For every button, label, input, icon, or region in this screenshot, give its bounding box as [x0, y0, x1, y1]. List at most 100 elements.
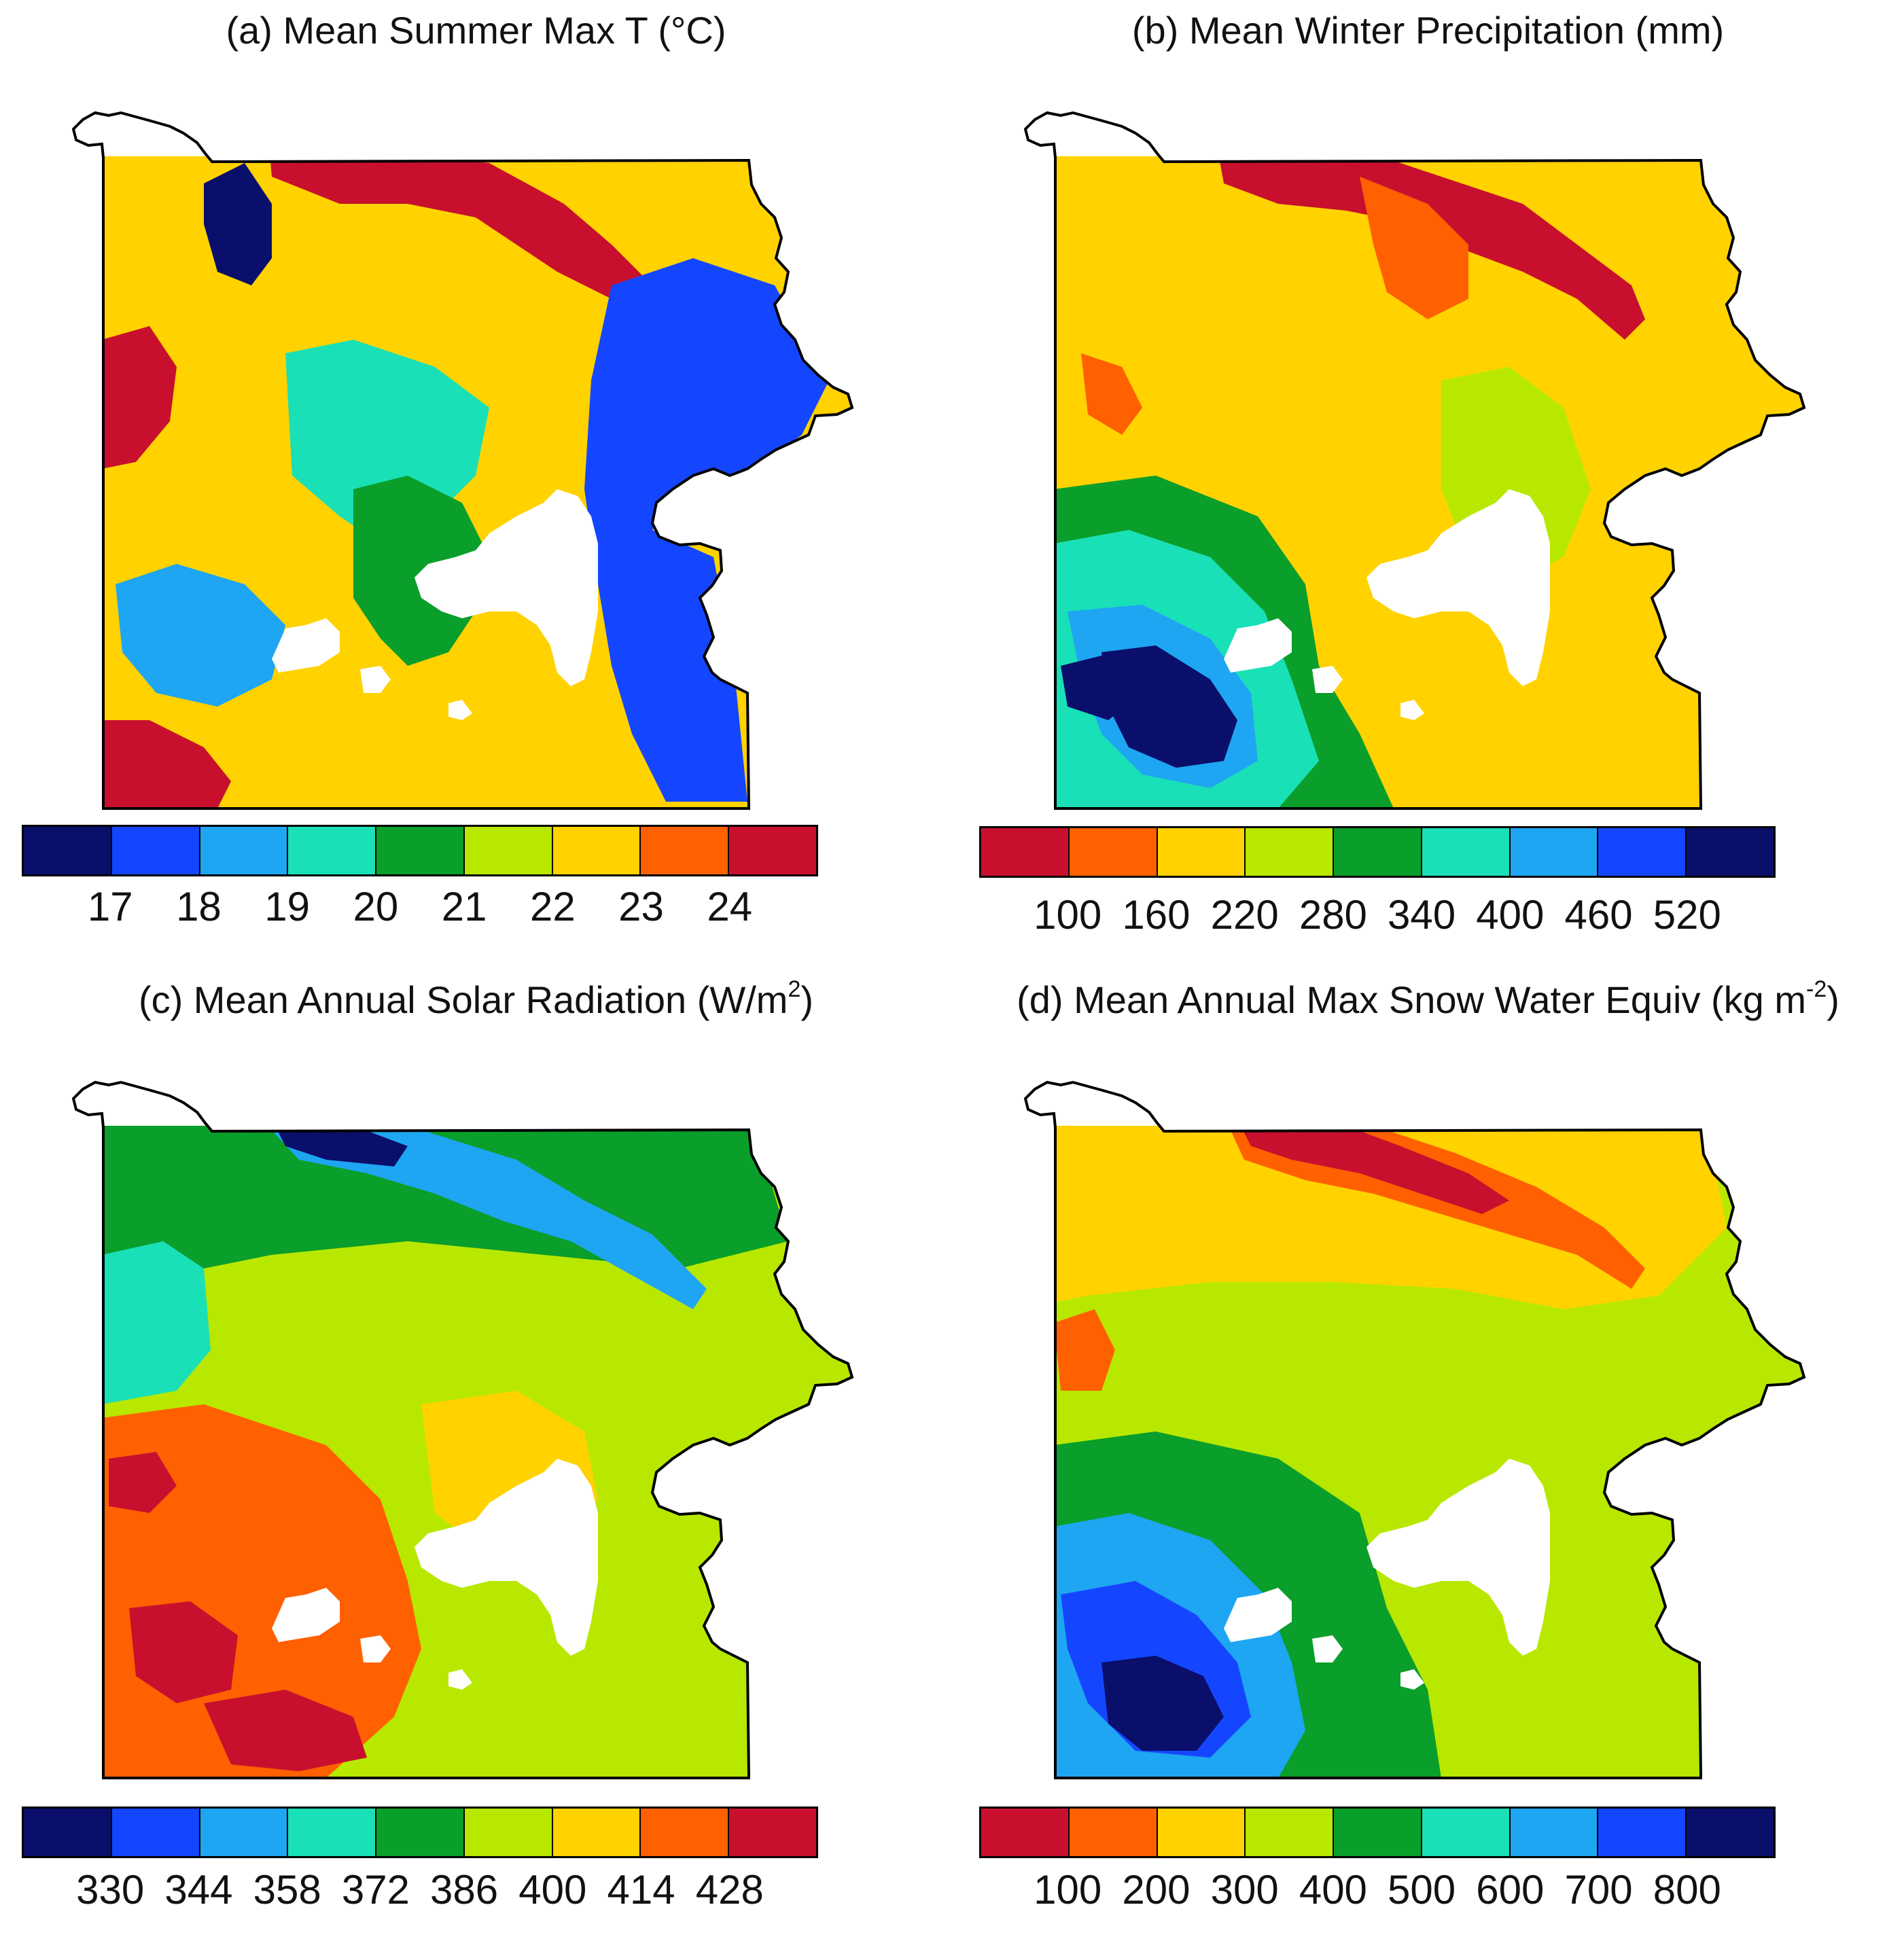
colorbar-tick-label: 21 — [441, 884, 487, 929]
panel-title: (b) Mean Winter Precipitation (mm) — [952, 7, 1904, 52]
colorbar-tick-label: 520 — [1653, 892, 1721, 938]
colorbar-tick-label: 17 — [87, 884, 133, 929]
region-valley-floor — [1237, 1119, 1509, 1214]
map-outline — [1023, 1080, 1806, 1779]
region-northern-valley — [268, 139, 686, 340]
panel-title-tail: ) — [1827, 978, 1839, 1021]
lake-mask — [1367, 1459, 1550, 1656]
lake-mask — [360, 666, 391, 693]
colorbar-ticks: 100 160 220 280 340 400 460 520 — [979, 891, 1776, 946]
colorbar-swatch — [200, 1809, 289, 1856]
panel-a: (a) Mean Summer Max T (°C) 17 18 19 20 21 22 2… — [0, 0, 952, 970]
region-western-basin — [1054, 1309, 1115, 1391]
colorbar-swatch — [1334, 828, 1422, 876]
colorbar-swatch — [200, 827, 289, 874]
colorbar-swatch — [552, 827, 641, 874]
colorbar-tick-label: 600 — [1476, 1867, 1545, 1913]
colorbar-tick-label: 400 — [518, 1867, 587, 1913]
region-southwest-hot-spots — [129, 1601, 238, 1703]
colorbar-swatch — [1687, 1809, 1774, 1856]
colorbar-tick-label: 400 — [1476, 892, 1545, 938]
colorbar-tick-label: 19 — [264, 884, 311, 929]
lake-mask — [1400, 1669, 1424, 1690]
colorbar-swatch — [1598, 828, 1687, 876]
colorbar-tick-label: 428 — [695, 1867, 764, 1913]
map-c — [71, 1080, 854, 1779]
region-southwest-corner — [102, 720, 231, 808]
region-eastern-range — [584, 258, 829, 802]
region-deepest-snowpack — [1101, 1656, 1224, 1751]
colorbar-tick-label: 200 — [1122, 1867, 1191, 1913]
colorbar-swatch — [288, 1809, 377, 1856]
colorbar-tick-label: 358 — [253, 1867, 321, 1913]
region-southwest-hot-spots — [204, 1690, 367, 1771]
colorbar-tick-label: 460 — [1564, 892, 1633, 938]
colorbar-tick-label: 20 — [353, 884, 399, 929]
colorbar-swatch — [464, 827, 553, 874]
colorbar-swatch — [981, 828, 1070, 876]
colorbar-tick-label: 23 — [618, 884, 664, 929]
colorbar-swatch — [1157, 1809, 1246, 1856]
colorbar-swatch — [1687, 828, 1774, 876]
colorbar-tick-label: 400 — [1299, 1867, 1367, 1913]
colorbar-swatch — [111, 827, 200, 874]
panel-title-sup: 2 — [788, 976, 801, 1002]
colorbar-tick-label: 330 — [76, 1867, 145, 1913]
colorbar-swatch — [1422, 1809, 1511, 1856]
colorbar-tick-label: 160 — [1122, 892, 1191, 938]
colorbar-tick-label: 344 — [164, 1867, 233, 1913]
colorbar-tick-label: 386 — [430, 1867, 499, 1913]
lake-mask — [360, 1635, 391, 1662]
region-wettest-core — [1101, 645, 1237, 768]
lake-mask — [415, 489, 598, 686]
colorbar-swatch — [1069, 828, 1158, 876]
lake-mask — [448, 700, 472, 720]
colorbar-swatch — [981, 1809, 1070, 1856]
colorbar — [979, 826, 1776, 878]
map-a — [71, 111, 854, 810]
region-northern-valley — [1217, 146, 1645, 340]
panel-title-text: (c) Mean Annual Solar Radiation (W/m — [138, 978, 788, 1021]
colorbar-swatch — [1069, 1809, 1158, 1856]
colorbar-swatch — [1510, 1809, 1599, 1856]
panel-c: (c) Mean Annual Solar Radiation (W/m2) 3… — [0, 970, 952, 1939]
colorbar-tick-label: 22 — [529, 884, 576, 929]
colorbar-swatch — [288, 827, 377, 874]
colorbar-tick-label: 100 — [1034, 1867, 1102, 1913]
colorbar-swatch — [641, 1809, 730, 1856]
colorbar-tick-label: 800 — [1653, 1867, 1721, 1913]
colorbar-tick-label: 372 — [341, 1867, 410, 1913]
colorbar-tick-label: 700 — [1564, 1867, 1633, 1913]
colorbar-tick-label: 300 — [1210, 1867, 1279, 1913]
colorbar-swatch — [1157, 828, 1246, 876]
colorbar-swatch — [1510, 828, 1599, 876]
colorbar-swatch — [24, 1809, 112, 1856]
region-wettest-core — [1061, 652, 1142, 720]
panel-b: (b) Mean Winter Precipitation (mm) 100 16… — [952, 0, 1904, 970]
lake-mask — [1224, 618, 1292, 673]
panel-title: (c) Mean Annual Solar Radiation (W/m2) — [0, 976, 952, 1022]
colorbar-swatch — [729, 827, 817, 874]
colorbar-swatch — [24, 827, 112, 874]
colorbar-ticks: 100 200 300 400 500 600 700 800 — [979, 1866, 1776, 1921]
panel-title-text: (b) Mean Winter Precipitation (mm) — [1131, 9, 1725, 52]
map-outline — [71, 111, 854, 810]
lake-mask — [1312, 666, 1343, 693]
colorbar-swatch — [1598, 1809, 1687, 1856]
lake-mask — [1367, 489, 1550, 686]
colorbar-swatch — [111, 1809, 200, 1856]
colorbar-ticks: 330 344 358 372 386 400 414 428 — [22, 1866, 818, 1921]
colorbar-swatch — [552, 1809, 641, 1856]
colorbar — [979, 1807, 1776, 1858]
colorbar-swatch — [1246, 828, 1335, 876]
region-northern-uplands — [1054, 1126, 1727, 1309]
map-d — [1023, 1080, 1806, 1779]
panel-title-text: (d) Mean Annual Max Snow Water Equiv (kg… — [1017, 978, 1807, 1021]
lake-mask — [1400, 700, 1424, 720]
colorbar-tick-label: 280 — [1299, 892, 1367, 938]
lake-mask — [1312, 1635, 1343, 1662]
colorbar-swatch — [729, 1809, 817, 1856]
region-western-basin — [102, 326, 177, 469]
map-outline — [1023, 111, 1806, 810]
colorbar-swatch — [1422, 828, 1511, 876]
